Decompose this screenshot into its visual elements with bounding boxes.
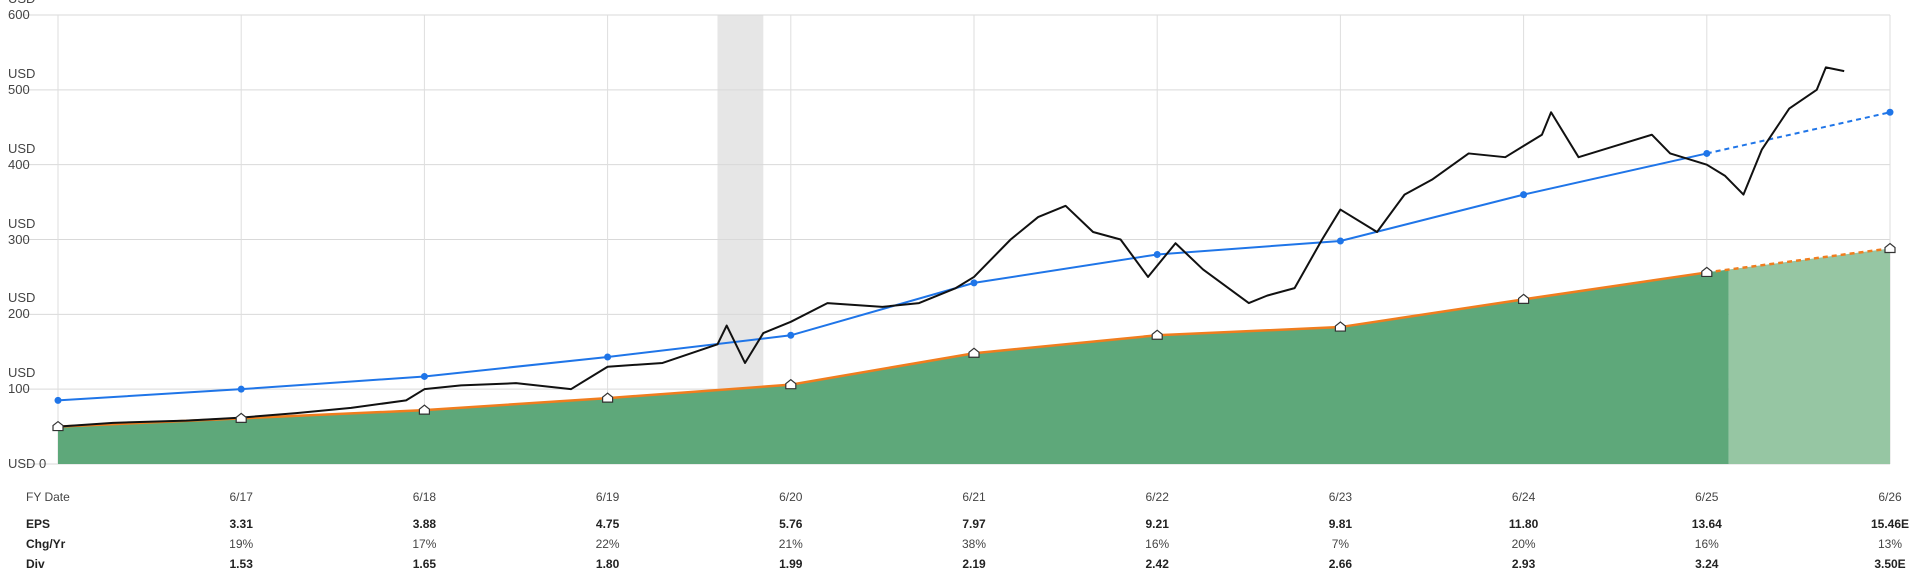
chg-row-label: Chg/Yr [26,537,66,551]
earnings-marker [1701,266,1713,278]
eps-cell: 4.75 [595,517,620,531]
eps-cell: 9.81 [1328,517,1353,531]
normal-pe-point [787,331,795,339]
normal-pe-point [54,396,62,404]
eps-row-label: EPS [26,517,51,531]
y-tick-label: USD 200 [8,290,36,322]
price-line [57,66,1845,428]
normal-pe-point [1703,149,1711,157]
chg-cell: 20% [1511,537,1536,551]
chg-cell: 13% [1877,537,1903,551]
normal-pe-point [1153,250,1161,258]
fy-date-row-label: FY Date [26,490,70,504]
div-cell: 1.99 [779,557,803,571]
div-cell: 2.19 [962,557,986,571]
div-cell: 2.93 [1511,557,1536,571]
fy-date-cell: 6/20 [779,490,803,504]
div-cell: 1.65 [412,557,437,571]
div-cell: 2.66 [1328,557,1353,571]
div-cell: 2.42 [1145,557,1169,571]
earnings-marker [235,412,247,423]
div-cell: 1.53 [229,557,253,571]
div-row-label: Div [26,557,45,571]
eps-cell: 3.31 [229,517,253,531]
fy-date-cell: 6/19 [595,490,620,504]
earnings-marker [1151,329,1163,340]
chg-cell: 16% [1694,537,1719,551]
chg-cell: 21% [778,537,803,551]
earnings-marker [1884,242,1896,254]
fy-date-cell: 6/18 [412,490,437,504]
normal-pe-point [237,385,245,393]
chg-cell: 22% [595,537,620,551]
chg-cell: 19% [229,537,254,551]
normal-pe-point [604,353,612,361]
earnings-marker [785,378,797,390]
chg-cell: 17% [412,537,437,551]
normal-pe-point [1520,191,1528,199]
earnings-marker [1517,293,1530,304]
normal-pe-point [1886,108,1894,116]
fy-date-cell: 6/21 [962,490,986,504]
earnings-marker [52,420,64,432]
earnings-marker [601,392,614,403]
normal-pe-line [57,152,1708,402]
chg-cell: 7% [1331,537,1350,551]
normal-pe-line-projected [1706,111,1891,155]
eps-cell: 5.76 [779,517,803,531]
earnings-line-projected [1706,247,1891,274]
eps-cell: 3.88 [412,517,437,531]
eps-cell: 7.97 [962,517,986,531]
y-tick-label: USD 300 [8,215,36,247]
eps-cell: 11.80 [1508,517,1539,531]
fy-date-cell: 6/25 [1695,490,1719,504]
normal-pe-point [970,279,978,287]
earnings-marker [1334,321,1347,332]
normal-pe-point [420,372,428,380]
fy-date-cell: 6/17 [229,490,253,504]
earnings-marker [968,347,980,358]
div-cell: 3.24 [1695,557,1719,571]
earnings-marker [418,404,430,415]
earnings-area [58,269,1729,464]
y-tick-label: USD600 [8,0,35,22]
earnings-line [57,271,1707,428]
chg-cell: 38% [961,537,987,551]
y-tick-label: USD 500 [8,65,36,97]
fy-date-cell: 6/23 [1328,490,1353,504]
eps-cell: 13.64 [1691,517,1722,531]
div-cell: 3.50E [1874,557,1906,571]
eps-cell: 15.46E [1870,517,1910,531]
eps-cell: 9.21 [1145,517,1169,531]
y-tick-label: USD 100 [8,365,36,397]
y-tick-label: USD 0 [8,456,47,471]
earnings-area-projected [1728,248,1890,464]
fy-date-cell: 6/22 [1145,490,1169,504]
y-tick-label: USD 400 [8,140,36,172]
fy-date-cell: 6/26 [1878,490,1902,504]
chg-cell: 16% [1145,537,1170,551]
normal-pe-point [1336,237,1344,245]
fy-date-cell: 6/24 [1511,490,1536,504]
div-cell: 1.80 [595,557,620,571]
